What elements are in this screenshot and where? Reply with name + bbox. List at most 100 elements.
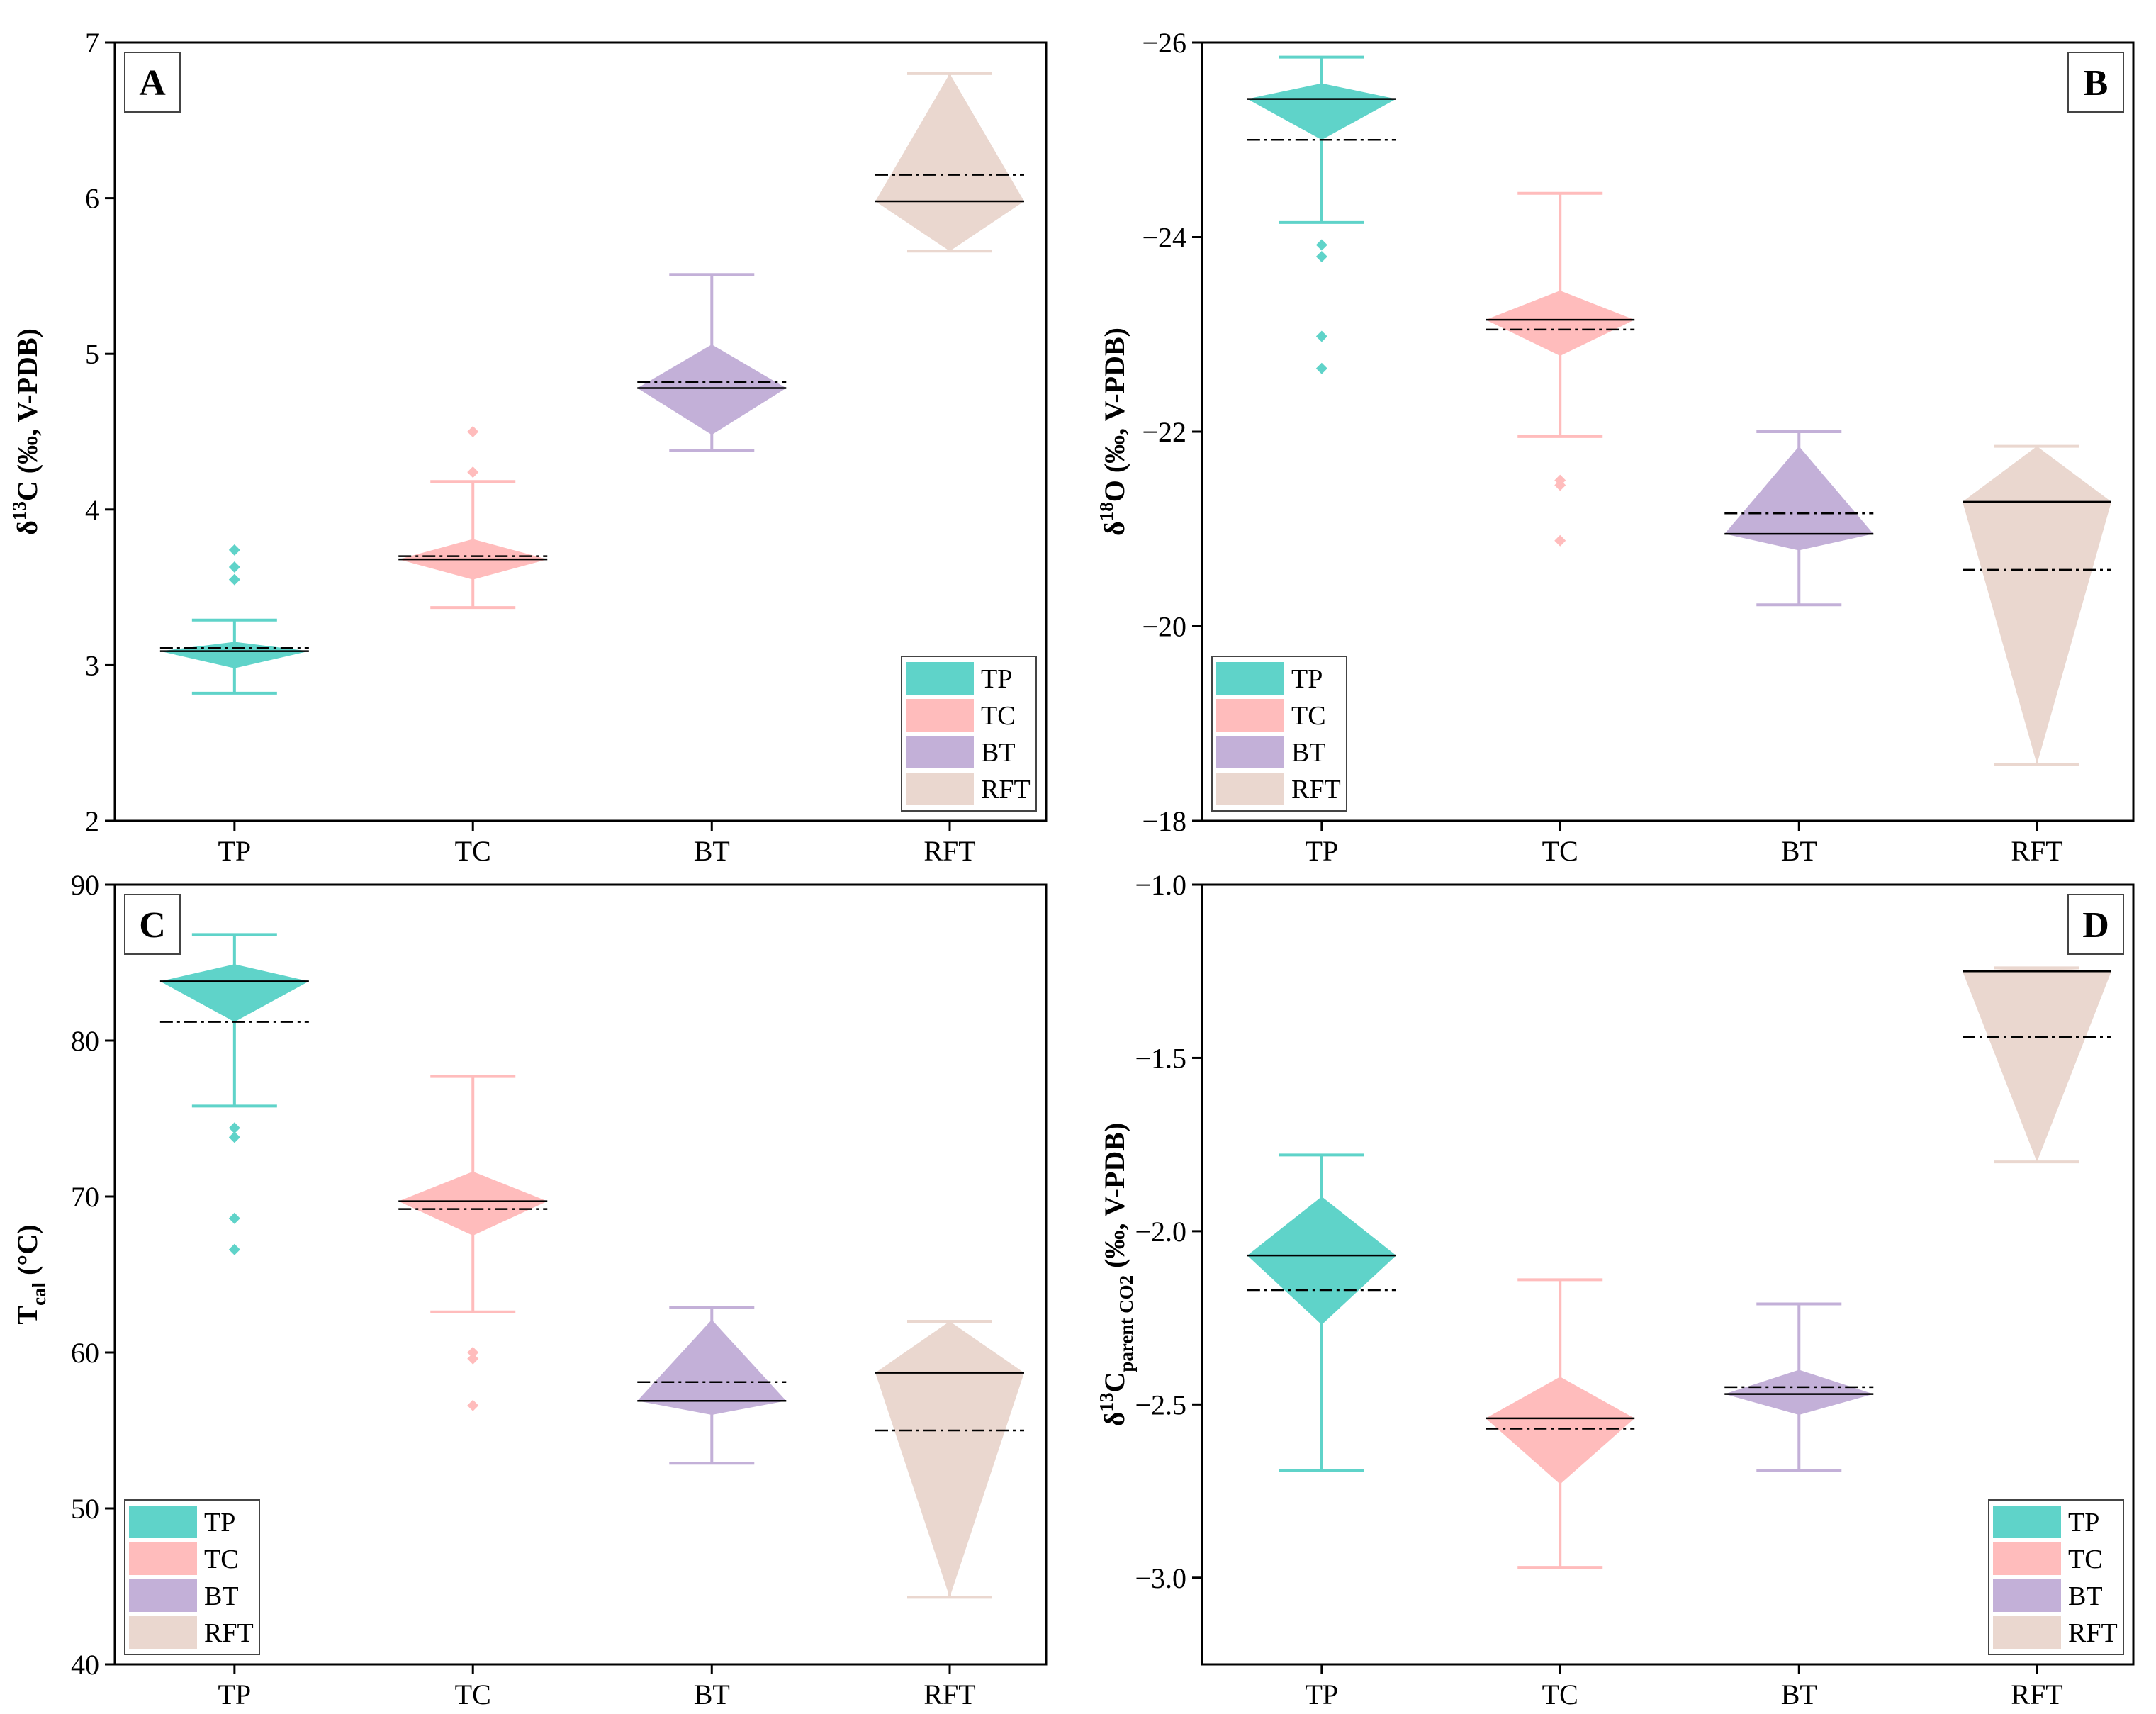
y-tick-label: −2.0 [1135,1216,1186,1248]
series-tc [1486,191,1635,547]
outlier-point [228,1243,240,1255]
legend-label: BT [2068,1581,2103,1611]
legend: TP TC BT RFT [124,1499,260,1655]
legend-label: TC [204,1545,239,1574]
outlier-point [1554,534,1566,547]
box-diamond [1247,1197,1396,1325]
series-tc [398,1075,548,1411]
legend-label: BT [204,1581,239,1611]
outlier-point [1315,239,1327,251]
panel-label: B [2084,63,2109,103]
axes-frame [113,883,1048,1666]
series-tc [398,426,548,610]
panel-d: −3.0 −2.5 −2.0 −1.5 −1.0 TP TC BT RFT δ13Cparent … [1096,869,2135,1710]
box-diamond [875,1321,1025,1598]
series-tp [159,544,309,695]
series-bt [637,1306,787,1465]
x-tick-label: TP [218,1679,252,1710]
x-tick-label: RFT [923,1679,975,1710]
y-axis-label: δ13C (‰, V-PDB) [9,328,43,535]
panel-label-box [124,52,181,113]
legend-label: TP [981,664,1012,694]
y-tick-label: −18 [1142,805,1186,837]
outlier-point [467,1347,479,1358]
y-axis-label: δ18O (‰, V-PDB) [1096,327,1130,536]
y-tick-label: 3 [85,649,99,681]
x-tick-label: RFT [923,835,975,867]
series-bt [1724,1302,1874,1472]
x-tick-label: BT [1781,1679,1817,1710]
panel-label: C [139,905,166,946]
legend-swatch [129,1616,197,1649]
legend: TP TC BT RFT [1211,656,1347,812]
outlier-point [228,544,240,556]
legend-label: TC [1291,701,1326,731]
legend-swatch [1993,1616,2061,1649]
series-rft [875,1320,1025,1599]
x-tick-label: TC [1542,1679,1578,1710]
outlier-point [1554,479,1566,491]
y-tick-label: 50 [71,1493,99,1525]
series-tc [1486,1278,1635,1569]
legend-label: TC [981,701,1016,731]
legend-label: TP [2068,1508,2099,1537]
outlier-point [228,1212,240,1224]
panel-label-box [2067,894,2124,955]
x-tick-label: TC [1542,835,1578,867]
legend-label: RFT [204,1618,254,1648]
outlier-point [467,426,479,437]
axes-frame [113,41,1048,822]
panel-label: D [2082,905,2109,946]
y-tick-label: 2 [85,805,99,837]
legend-label: BT [1291,738,1326,768]
y-tick-label: 7 [85,27,99,59]
y-tick-label: −26 [1142,27,1186,59]
y-tick-label: −24 [1142,222,1186,254]
outlier-point [1315,362,1327,374]
x-tick-label: BT [694,835,730,867]
outlier-point [467,1352,479,1365]
y-tick-label: −2.5 [1135,1389,1186,1421]
outlier-point [1315,330,1327,342]
legend: TP TC BT RFT [901,656,1037,812]
y-tick-label: −20 [1142,611,1186,643]
legend-label: TC [2068,1545,2103,1574]
box-diamond [159,642,309,668]
legend-swatch [906,736,974,768]
outlier-point [467,466,479,478]
y-axis-label: δ13Cparent CO2 (‰, V-PDB) [1096,1123,1137,1427]
box-diamond [1963,968,2112,1163]
y-tick-label: 60 [71,1337,99,1369]
box-diamond [1486,1377,1635,1484]
legend-label: RFT [2068,1618,2118,1648]
box-diamond [1247,83,1396,140]
y-tick-label: 6 [85,183,99,215]
x-tick-label: BT [1781,835,1817,867]
legend: TP TC BT RFT [1988,1499,2124,1655]
axes-frame [1201,883,2135,1666]
box-diamond [398,1171,548,1236]
legend-swatch [1993,1506,2061,1538]
y-axis-label: Tcal (°C) [11,1224,50,1324]
box-diamond [1963,446,2112,765]
panel-label-box [124,894,181,955]
legend-label: RFT [1291,775,1341,805]
series-rft [1963,444,2112,766]
outlier-point [228,1122,240,1134]
x-tick-label: BT [694,1679,730,1710]
panel-a: 2 3 4 5 6 7 TP TC BT RFT δ13C (‰, V-PDB) A TP TC BT RFT [9,27,1048,867]
y-tick-label: −3.0 [1135,1562,1186,1594]
y-tick-label: 40 [71,1649,99,1681]
x-tick-label: RFT [2011,835,2062,867]
box-diamond [875,73,1025,252]
y-tick-label: 70 [71,1181,99,1213]
panel-b: −26 −24 −22 −20 −18 TP TC BT RFT δ18O (‰, V-PDB) B… [1096,27,2135,867]
y-tick-label: −1.5 [1135,1042,1186,1074]
panel-label: A [139,63,166,103]
legend-label: TP [204,1508,235,1537]
legend-swatch [1216,699,1284,732]
legend-swatch [906,699,974,732]
series-tp [159,933,309,1255]
box-diamond [1724,1369,1874,1415]
